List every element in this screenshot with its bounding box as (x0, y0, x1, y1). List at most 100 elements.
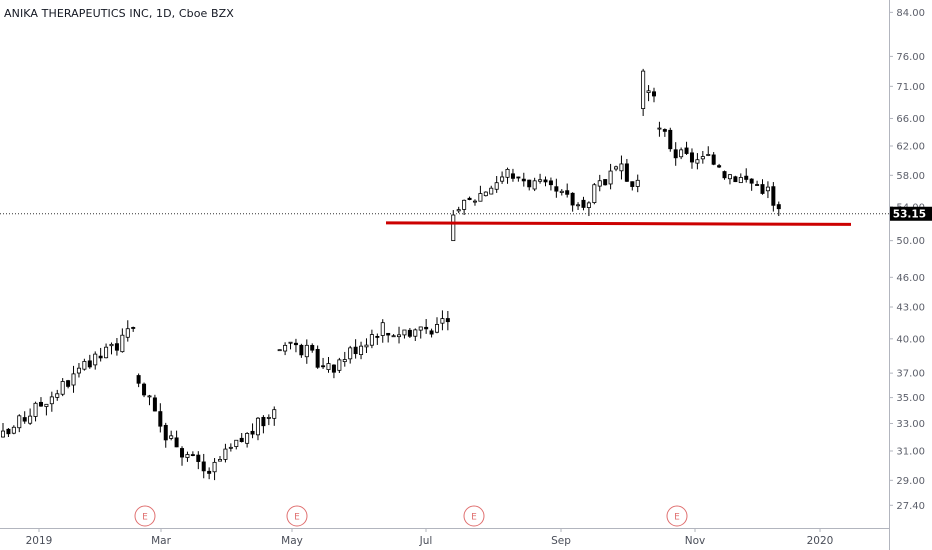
candle-body (321, 365, 326, 368)
candle-body (109, 343, 114, 347)
candle-body (684, 147, 689, 154)
candle-body (185, 454, 190, 458)
candle-body (565, 190, 570, 195)
earnings-marker[interactable]: E (286, 505, 308, 527)
candle-body (228, 446, 233, 449)
candle-body (261, 416, 266, 427)
candle-body (765, 186, 770, 192)
candle-body (586, 202, 591, 208)
x-tick-label: Jul (419, 535, 433, 547)
candle-body (359, 345, 364, 356)
earnings-marker-label: E (674, 513, 680, 523)
earnings-marker-circle[interactable] (134, 505, 156, 527)
candle-body (630, 181, 635, 187)
candle-body (744, 175, 749, 180)
candle-body (516, 176, 521, 179)
candle-body (283, 344, 288, 352)
candle-body (196, 454, 201, 462)
candle-body (668, 129, 673, 150)
candle-body (136, 375, 141, 384)
candle-body (217, 459, 222, 462)
candle-body (614, 166, 619, 170)
candle-body (239, 437, 244, 443)
earnings-marker[interactable]: E (134, 505, 156, 527)
candle-body (755, 184, 760, 186)
candle-body (375, 335, 380, 338)
candle-body (0, 430, 6, 438)
candle-body (397, 334, 402, 338)
x-tick-label: Mar (151, 535, 171, 547)
candle-body (353, 346, 358, 355)
y-tick-label: 31.00 (896, 446, 925, 457)
candle-body (472, 200, 477, 203)
candle-body (483, 191, 488, 197)
y-tick-label: 33.00 (896, 419, 925, 430)
candle-body (169, 435, 174, 439)
candle-body (104, 346, 109, 359)
candle-body (440, 318, 445, 324)
candle-body (538, 179, 543, 182)
candle-body (174, 437, 179, 448)
candle-body (407, 329, 412, 337)
candle-body (570, 192, 575, 206)
y-tick-label: 50.00 (896, 236, 925, 247)
earnings-marker[interactable]: E (463, 505, 485, 527)
y-tick-label: 40.00 (896, 334, 925, 345)
candle-body (418, 326, 423, 331)
candle-body (624, 163, 629, 182)
candle-body (424, 326, 429, 330)
candle-body (603, 179, 608, 186)
candle-body (727, 174, 732, 180)
x-tick-label: Sep (551, 535, 571, 547)
candle-body (28, 415, 33, 424)
y-tick-label: 35.00 (896, 393, 925, 404)
candle-body (733, 176, 738, 183)
y-tick-label: 29.00 (896, 476, 925, 487)
y-tick-label: 71.00 (896, 82, 925, 93)
candle-body (559, 190, 564, 193)
candle-body (60, 381, 65, 395)
y-tick-label: 43.00 (896, 303, 925, 314)
candle-body (288, 341, 293, 344)
earnings-marker-label: E (294, 513, 300, 523)
candle-body (310, 344, 315, 351)
earnings-marker-circle[interactable] (286, 505, 308, 527)
candle-body (738, 177, 743, 184)
candle-body (76, 367, 81, 374)
earnings-marker[interactable]: E (666, 505, 688, 527)
earnings-marker-circle[interactable] (463, 505, 485, 527)
candle-body (369, 334, 374, 346)
earnings-marker-circle[interactable] (666, 505, 688, 527)
y-tick-label: 84.00 (896, 8, 925, 19)
candle-body (749, 178, 754, 184)
candle-body (434, 324, 439, 333)
candle-body (494, 182, 499, 190)
candle-body (93, 353, 98, 366)
candle-body (158, 411, 163, 427)
x-tick-label: May (281, 535, 303, 547)
candle-body (548, 180, 553, 186)
candle-body (489, 187, 494, 195)
candle-body (22, 417, 27, 422)
candle-body (82, 361, 87, 370)
candle-body (66, 380, 71, 387)
candle-body (608, 170, 613, 185)
support-line[interactable] (385, 221, 852, 226)
candle-body (662, 129, 667, 132)
candle-body (342, 359, 347, 363)
candle-body (717, 165, 722, 168)
candle-body (223, 448, 228, 460)
candle-body (38, 401, 43, 407)
candle-body (679, 149, 684, 158)
candle-body (706, 154, 711, 156)
candle-body (255, 417, 260, 436)
candle-body (673, 149, 678, 159)
candle-body (17, 415, 22, 429)
candle-body (467, 197, 472, 200)
candle-body (500, 176, 505, 182)
candle-body (776, 204, 781, 210)
candle-body (722, 171, 727, 179)
candle-body (646, 90, 651, 93)
